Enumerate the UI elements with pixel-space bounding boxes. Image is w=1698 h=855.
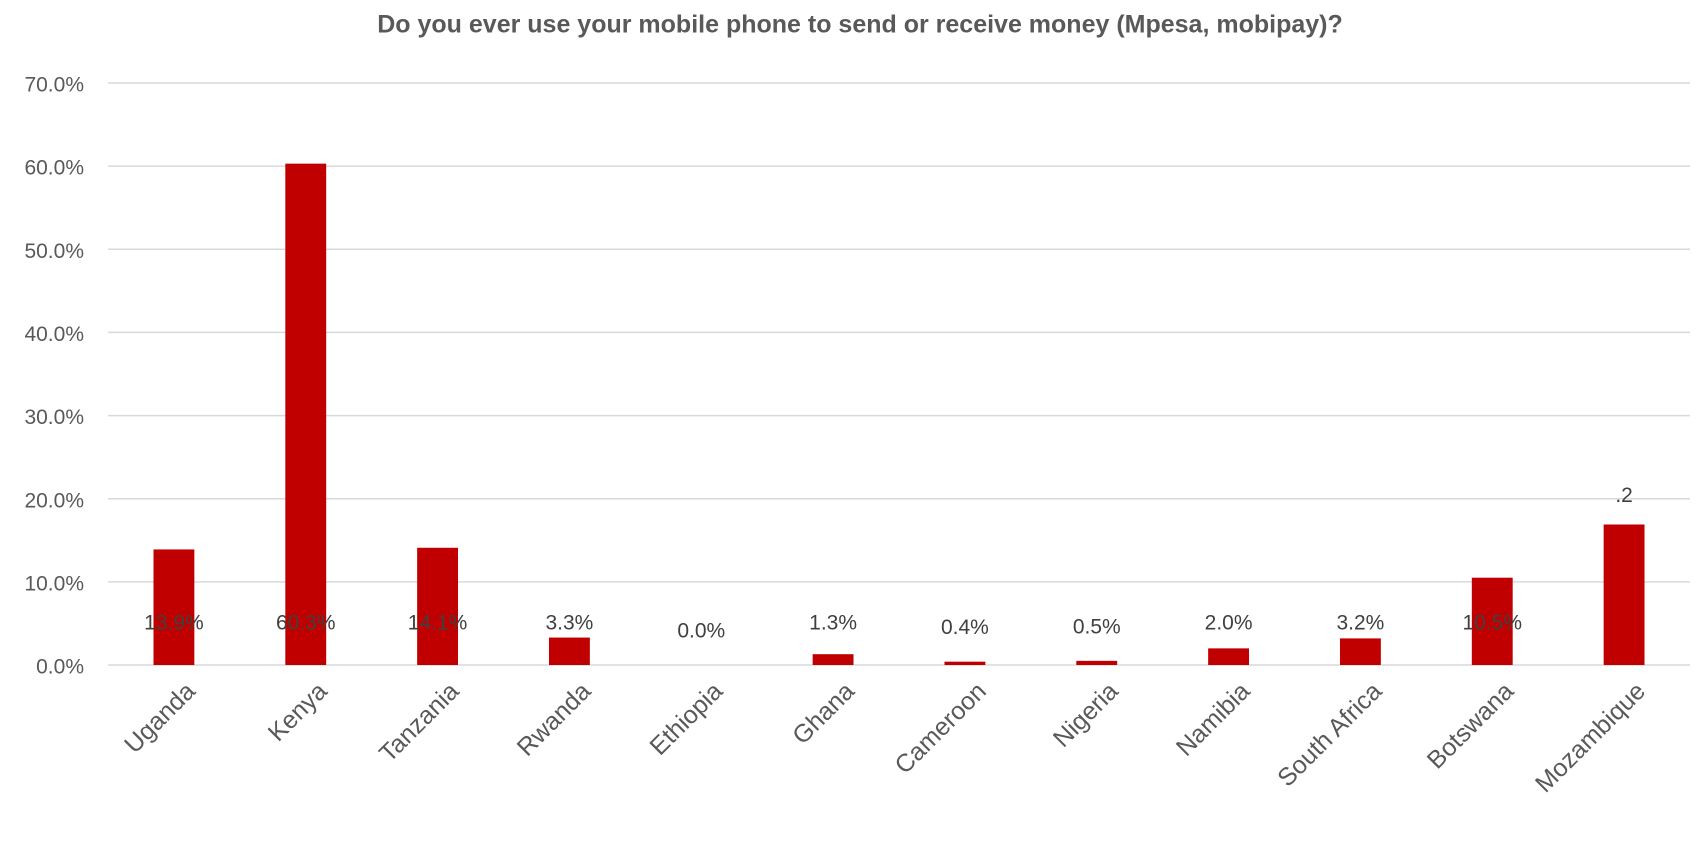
data-label: 0.5% xyxy=(1073,615,1121,638)
chart-title: Do you ever use your mobile phone to sen… xyxy=(377,11,1343,39)
data-label: 0.4% xyxy=(941,616,989,639)
x-tick-label: Namibia xyxy=(1171,677,1256,762)
data-label: 2.0% xyxy=(1205,612,1253,635)
data-label: 13.9% xyxy=(144,612,204,635)
x-tick-label: Ethiopia xyxy=(644,677,728,761)
bar xyxy=(1603,524,1645,665)
y-tick-label: 10.0% xyxy=(24,572,84,595)
x-tick-label: Rwanda xyxy=(512,677,597,762)
bar xyxy=(1339,638,1381,665)
x-tick-label: Uganda xyxy=(119,677,201,759)
data-label: 3.2% xyxy=(1336,612,1384,635)
data-label: 3.3% xyxy=(545,612,593,635)
y-tick-label: 50.0% xyxy=(24,240,84,263)
data-label: 0.0% xyxy=(677,620,725,643)
bar xyxy=(417,547,459,665)
x-tick-label: Botswana xyxy=(1422,677,1520,775)
bar xyxy=(1076,660,1118,665)
data-label: 10.5% xyxy=(1462,612,1522,635)
y-tick-label: 70.0% xyxy=(24,74,84,97)
bar xyxy=(944,661,986,665)
x-tick-label: Mozambique xyxy=(1530,677,1651,798)
x-tick-label: South Africa xyxy=(1272,677,1387,792)
bar xyxy=(812,654,854,665)
y-tick-label: 60.0% xyxy=(24,157,84,180)
x-tick-label: Tanzania xyxy=(374,677,465,768)
data-label: 1.3% xyxy=(809,612,857,635)
y-tick-label: 0.0% xyxy=(36,656,84,679)
bar xyxy=(1471,577,1513,665)
y-tick-label: 30.0% xyxy=(24,406,84,429)
x-tick-label: Ghana xyxy=(787,677,860,750)
x-tick-label: Kenya xyxy=(263,677,333,747)
y-tick-label: 40.0% xyxy=(24,323,84,346)
bar xyxy=(548,637,590,665)
data-label: 60.3% xyxy=(276,612,336,635)
bar xyxy=(1208,648,1250,665)
x-tick-label: Cameroon xyxy=(889,677,991,779)
data-label: 14.1% xyxy=(408,612,468,635)
bar xyxy=(153,549,195,665)
y-tick-label: 20.0% xyxy=(24,489,84,512)
annotation: .2 xyxy=(1615,484,1633,507)
bar xyxy=(285,163,327,666)
x-tick-label: Nigeria xyxy=(1048,677,1124,753)
